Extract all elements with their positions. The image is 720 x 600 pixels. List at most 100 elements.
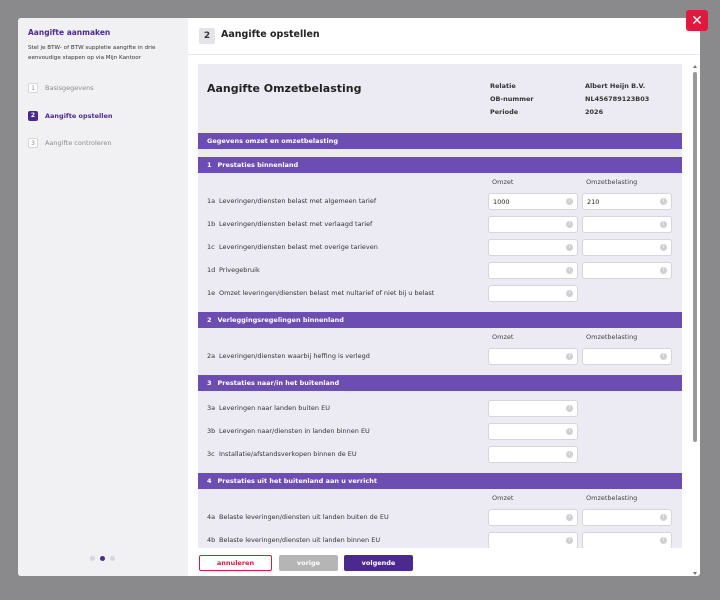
step-label: Basisgegevens	[45, 84, 94, 92]
section-number: 1	[207, 161, 212, 169]
info-icon[interactable]: i	[566, 405, 573, 412]
step-badge: 2	[199, 28, 215, 44]
column-label: Omzetbelasting	[586, 178, 638, 186]
input-field[interactable]: i	[488, 446, 578, 463]
row-code: 1c	[207, 243, 215, 251]
cancel-button[interactable]: annuleren	[199, 555, 272, 571]
input-field[interactable]: i	[582, 239, 672, 256]
section-label: Prestaties naar/in het buitenland	[217, 379, 340, 387]
form-row: 3c Installatie/afstandsverkopen binnen de…	[198, 443, 682, 466]
column-label: Omzet	[492, 494, 514, 502]
close-button[interactable]: ✕	[686, 10, 708, 31]
section-number: 3	[207, 379, 212, 387]
row-code: 1a	[207, 197, 216, 205]
column-label: Omzetbelasting	[586, 494, 638, 502]
section-number: 4	[207, 477, 212, 485]
input-field[interactable]: i	[488, 423, 578, 440]
row-label: Omzet leveringen/diensten belast met nul…	[219, 289, 435, 297]
row-code: 3c	[207, 450, 215, 458]
column-label: Omzet	[492, 178, 514, 186]
column-label: Omzet	[492, 333, 514, 341]
next-button[interactable]: volgende	[344, 555, 413, 571]
form-row: 4a Belaste leveringen/diensten uit landen…	[198, 506, 682, 529]
row-label: Privegebruik	[219, 266, 260, 274]
row-code: 1d	[207, 266, 216, 274]
row-code: 4b	[207, 536, 216, 544]
info-icon[interactable]: i	[660, 221, 667, 228]
input-field[interactable]: 1000 i	[488, 193, 578, 210]
input-field[interactable]: i	[488, 509, 578, 526]
info-icon[interactable]: i	[566, 451, 573, 458]
divider	[188, 54, 700, 55]
row-label: Leveringen/diensten belast met algemeen …	[219, 197, 377, 205]
section-number: 2	[207, 316, 212, 324]
input-field[interactable]: i	[488, 239, 578, 256]
pager-dot	[90, 556, 95, 561]
input-field[interactable]: i	[582, 348, 672, 365]
row-label: Leveringen naar/diensten in landen binne…	[219, 427, 370, 435]
step-number: 1	[28, 83, 38, 93]
step-number: 3	[28, 138, 38, 148]
info-icon[interactable]: i	[566, 244, 573, 251]
input-field[interactable]: i	[582, 262, 672, 279]
row-label: Leveringen/diensten belast met verlaagd …	[219, 220, 373, 228]
input-field[interactable]: i	[488, 400, 578, 417]
form-title: Aangifte Omzetbelasting	[207, 82, 362, 95]
info-icon[interactable]: i	[566, 514, 573, 521]
form-row: 1a Leveringen/diensten belast met algemee…	[198, 190, 682, 213]
input-field[interactable]: i	[488, 285, 578, 302]
input-field[interactable]: i	[582, 532, 672, 548]
section-title: 4 Prestaties uit het buitenland aan u ver…	[198, 473, 682, 489]
form: Aangifte Omzetbelasting Gegevens omzet e…	[198, 64, 682, 548]
info-icon[interactable]: i	[660, 198, 667, 205]
info-icon[interactable]: i	[566, 290, 573, 297]
input-field[interactable]: i	[488, 262, 578, 279]
scrollbar[interactable]	[692, 64, 698, 576]
info-icon[interactable]: i	[566, 267, 573, 274]
info-icon[interactable]: i	[660, 267, 667, 274]
column-header: Omzet Omzetbelasting	[198, 489, 682, 506]
info-icon[interactable]: i	[566, 198, 573, 205]
meta-value: NL456789123B03	[585, 95, 650, 103]
row-label: Leveringen naar landen buiten EU	[219, 404, 330, 412]
column-header: Omzet Omzetbelasting	[198, 173, 682, 190]
section-label: Verleggingsregelingen binnenland	[217, 316, 344, 324]
section-title: 3 Prestaties naar/in het buitenland	[198, 375, 682, 391]
info-icon[interactable]: i	[566, 428, 573, 435]
step[interactable]: 1 Basisgegevens	[28, 82, 94, 94]
info-icon[interactable]: i	[566, 221, 573, 228]
column-label: Omzetbelasting	[586, 333, 638, 341]
meta-value: Albert Heijn B.V.	[585, 82, 646, 90]
column-header: Omzet Omzetbelasting	[198, 328, 682, 345]
input-field[interactable]: i	[582, 509, 672, 526]
input-field[interactable]: i	[488, 348, 578, 365]
input-value: 1000	[493, 198, 510, 206]
info-icon[interactable]: i	[660, 353, 667, 360]
info-icon[interactable]: i	[566, 353, 573, 360]
info-icon[interactable]: i	[660, 537, 667, 544]
form-row: 1e Omzet leveringen/diensten belast met n…	[198, 282, 682, 305]
input-field[interactable]: 210 i	[582, 193, 672, 210]
row-label: Leveringen/diensten waarbij heffing is v…	[219, 352, 370, 360]
section-title: 2 Verleggingsregelingen binnenland	[198, 312, 682, 328]
meta-label: OB-nummer	[490, 95, 534, 103]
form-row: 3a Leveringen naar landen buiten EU i	[198, 397, 682, 420]
section-label: Prestaties binnenland	[217, 161, 299, 169]
input-field[interactable]: i	[488, 532, 578, 548]
modal: Aangifte aanmaken Stel je BTW- of BTW su…	[18, 18, 700, 576]
input-value: 210	[587, 198, 600, 206]
step-number: 2	[28, 110, 38, 121]
row-label: Leveringen/diensten belast met overige t…	[219, 243, 378, 251]
step[interactable]: 3 Aangifte controleren	[28, 137, 111, 149]
form-row: 2a Leveringen/diensten waarbij heffing is…	[198, 345, 682, 368]
row-code: 1e	[207, 289, 216, 297]
input-field[interactable]: i	[488, 216, 578, 233]
previous-button[interactable]: vorige	[279, 555, 338, 571]
info-icon[interactable]: i	[566, 537, 573, 544]
info-icon[interactable]: i	[660, 514, 667, 521]
input-field[interactable]: i	[582, 216, 672, 233]
meta-label: Relatie	[490, 82, 516, 90]
step[interactable]: 2 Aangifte opstellen	[28, 110, 113, 122]
info-icon[interactable]: i	[660, 244, 667, 251]
